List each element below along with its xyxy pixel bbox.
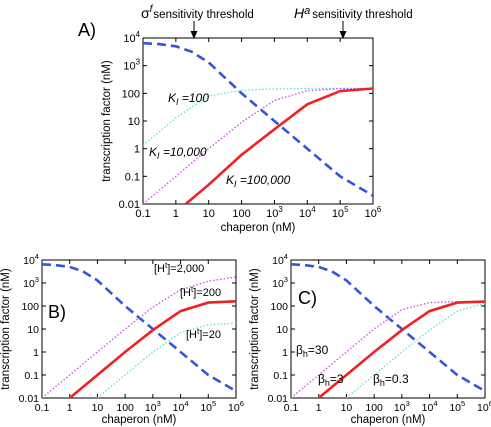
panel-b-ylabel: transcription factor (nM) xyxy=(0,268,12,390)
y-tick-label: 10 xyxy=(128,116,140,128)
y-tick-label: 103 xyxy=(272,275,288,290)
panel-a-xlabel: chaperon (nM) xyxy=(221,222,296,234)
series-line-solid xyxy=(184,87,373,204)
x-tick-label: 0.1 xyxy=(135,208,150,220)
series-line-dashed xyxy=(291,263,485,393)
series-line-dotted xyxy=(291,300,485,398)
y-tick-label: 104 xyxy=(272,252,288,267)
x-tick-label: 104 xyxy=(422,399,438,414)
x-tick-label: 103 xyxy=(145,399,161,414)
series-line-dotted xyxy=(143,87,373,147)
y-tick-label: 103 xyxy=(23,275,39,290)
x-tick-label: 103 xyxy=(266,205,283,220)
x-tick-label: 0.1 xyxy=(284,402,299,414)
x-tick-label: 105 xyxy=(332,205,349,220)
y-tick-label: 0.1 xyxy=(24,370,39,382)
series-line-solid xyxy=(68,300,236,398)
panel-b-label: B) xyxy=(48,302,66,322)
panel-a-ylabel: transcription factor (nM) xyxy=(101,60,113,182)
x-tick-label: 103 xyxy=(394,399,410,414)
x-tick-label: 10 xyxy=(341,402,353,414)
sigma-superscript: f xyxy=(150,4,154,15)
panel-a: A) 0.1 1 10 100 103 104 105 1060.010.1110100103… xyxy=(78,20,382,234)
h-superscript: a xyxy=(304,5,310,17)
x-tick-label: 1 xyxy=(173,208,179,220)
panel-c-annotation-beta03: βh=0.3 xyxy=(373,372,409,388)
h-arrow-head xyxy=(339,31,347,39)
panel-a-annotation-k10000: KI =10,000 xyxy=(149,145,207,161)
y-tick-label: 0.1 xyxy=(125,171,140,183)
series-line-dotted xyxy=(143,87,373,204)
series-line-dotted xyxy=(42,276,236,398)
panel-b-lines xyxy=(42,263,236,398)
x-tick-label: 0.1 xyxy=(35,402,50,414)
svg-text:σfsensitivity threshold: σfsensitivity threshold xyxy=(141,4,254,21)
panel-c-label: C) xyxy=(298,288,317,308)
y-tick-label: 0.1 xyxy=(273,370,288,382)
panel-a-annotation-k100000: KI =100,000 xyxy=(226,173,291,189)
y-tick-label: 10 xyxy=(27,324,39,336)
panel-c-annotation-beta30: βh=30 xyxy=(296,343,329,359)
y-tick-label: 104 xyxy=(23,252,39,267)
x-tick-label: 10 xyxy=(92,402,104,414)
panel-b-xlabel: chaperon (nM) xyxy=(102,414,177,426)
x-tick-label: 104 xyxy=(299,205,316,220)
x-tick-label: 106 xyxy=(228,399,244,414)
y-tick-label: 0.01 xyxy=(119,199,140,211)
x-tick-label: 1 xyxy=(316,402,322,414)
y-tick-label: 0.01 xyxy=(268,393,289,405)
x-tick-label: 105 xyxy=(449,399,465,414)
y-tick-label: 104 xyxy=(123,30,140,45)
x-tick-label: 100 xyxy=(116,402,134,414)
y-tick-label: 103 xyxy=(123,58,140,73)
x-tick-label: 106 xyxy=(477,399,491,414)
x-tick-label: 104 xyxy=(173,399,189,414)
y-tick-label: 1 xyxy=(134,144,140,156)
panel-c: C) 0.1 1 10 100 103 104 105 1060.010.1110100103… xyxy=(249,252,491,426)
y-tick-label: 1 xyxy=(33,347,39,359)
series-line-dotted xyxy=(345,302,485,398)
panel-a-label: A) xyxy=(78,20,96,40)
panel-b: B) 0.1 1 10 100 103 104 105 1060.010.1110100103… xyxy=(0,252,244,426)
x-tick-label: 100 xyxy=(232,208,250,220)
series-line-dashed xyxy=(143,41,373,197)
panel-c-ylabel: transcription factor (nM) xyxy=(249,268,261,390)
y-tick-label: 0.01 xyxy=(19,393,40,405)
y-tick-label: 100 xyxy=(21,301,39,313)
series-line-dotted xyxy=(96,322,236,398)
x-tick-label: 10 xyxy=(203,208,215,220)
sigma-threshold-annotation: σfsensitivity threshold xyxy=(141,4,254,39)
sigma-arrow-head xyxy=(190,31,198,39)
sigma-symbol: σ xyxy=(141,5,150,21)
x-tick-label: 105 xyxy=(200,399,216,414)
series-line-solid xyxy=(317,300,485,398)
h-threshold-annotation: Ha sensitivity threshold xyxy=(294,5,413,39)
x-tick-label: 106 xyxy=(365,205,382,220)
panel-c-xlabel: chaperon (nM) xyxy=(351,414,426,426)
panel-a-lines xyxy=(143,41,373,204)
panel-c-lines xyxy=(291,263,485,398)
panel-a-annotation-k100: KI =100 xyxy=(168,91,209,107)
y-tick-label: 10 xyxy=(276,324,288,336)
y-tick-label: 1 xyxy=(282,347,288,359)
x-tick-label: 100 xyxy=(365,402,383,414)
panel-b-annotation-ht2000: [Ht]=2,000 xyxy=(154,261,204,275)
x-tick-label: 1 xyxy=(67,402,73,414)
panel-b-annotation-ht20: [Ht]=20 xyxy=(186,327,221,341)
h-threshold-text: sensitivity threshold xyxy=(312,9,412,21)
y-tick-label: 100 xyxy=(270,301,288,313)
series-line-dashed xyxy=(42,263,236,393)
h-symbol: H xyxy=(294,5,305,21)
panel-b-annotation-ht200: [Ht]=200 xyxy=(180,285,221,299)
y-tick-label: 100 xyxy=(122,88,140,100)
panel-c-annotation-beta3: βh=3 xyxy=(318,372,344,388)
sigma-threshold-text: sensitivity threshold xyxy=(153,9,253,21)
